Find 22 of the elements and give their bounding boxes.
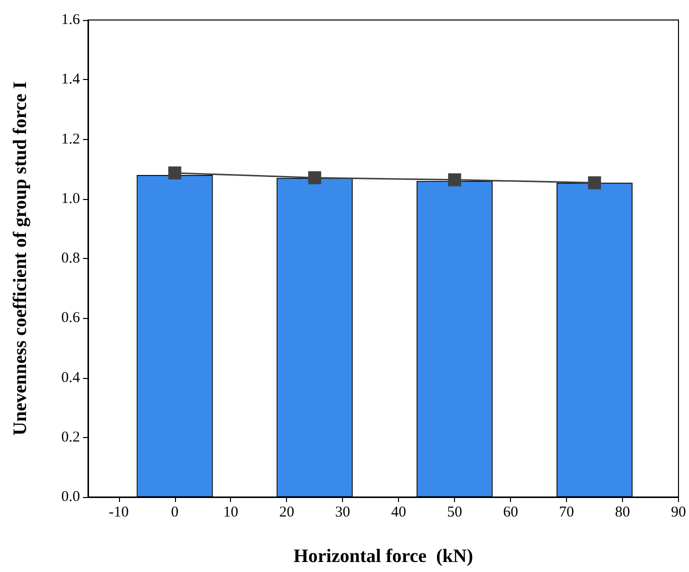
y-tick-label: 0.4 (61, 370, 80, 386)
y-tick-label: 1.2 (61, 131, 80, 148)
x-tick-label: 30 (335, 504, 350, 520)
x-tick-label: 80 (615, 504, 630, 520)
x-axis-title: Horizontal force (kN) (293, 546, 474, 567)
y-tick-label: 1.6 (61, 12, 80, 28)
x-tick-label: 70 (559, 504, 574, 520)
x-tick-label: 0 (171, 504, 179, 520)
x-tick-label: 90 (671, 504, 686, 520)
y-tick-label: 0.8 (61, 250, 80, 266)
x-tick-label: 10 (223, 504, 238, 520)
y-tick-label: 1.4 (61, 72, 80, 88)
x-tick-label: 60 (503, 504, 518, 520)
x-tick-label: -10 (108, 504, 129, 520)
y-tick-label: 0.0 (61, 489, 80, 505)
y-tick-label: 0.6 (61, 310, 80, 326)
y-axis-title: Unevenness coefficient of group stud force I (10, 82, 31, 436)
y-tick-label: 1.0 (61, 190, 80, 207)
x-tick-label: 50 (447, 504, 462, 520)
y-tick-label: 0.2 (61, 429, 80, 446)
x-tick-label: 40 (391, 504, 406, 520)
x-tick-label: 20 (279, 504, 294, 520)
